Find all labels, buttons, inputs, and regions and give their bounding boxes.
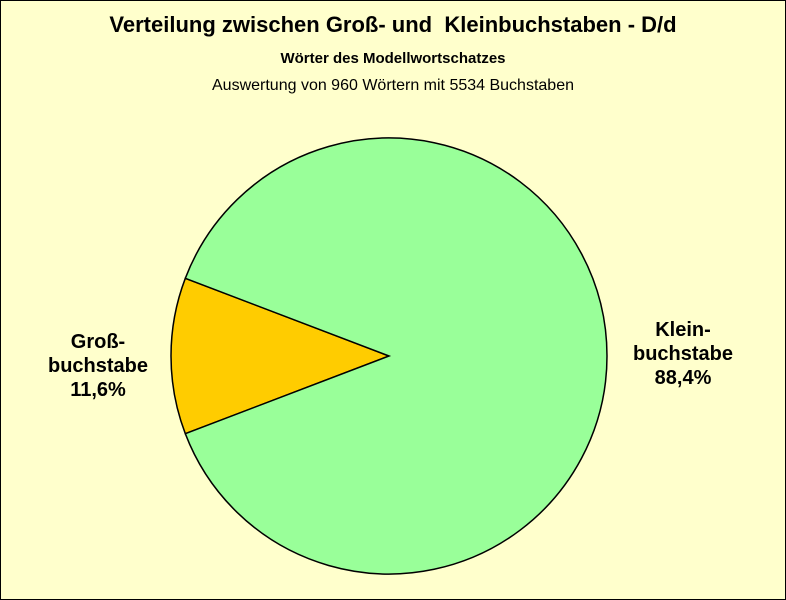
slice-label-line: buchstabe xyxy=(47,355,149,377)
pie-slice-kleinbuchstabe xyxy=(184,137,608,575)
slice-label-line: Groß- xyxy=(70,331,126,353)
slice-percent-label: 11,6% xyxy=(70,379,126,401)
chart-title: Verteilung zwischen Groß- und Kleinbuchs… xyxy=(109,12,677,37)
slice-label-kleinbuchstabe: Klein- buchstabe 88,4% xyxy=(608,318,758,390)
pie-slice-grossbuchstabe xyxy=(170,277,392,435)
chart-caption: Auswertung von 960 Wörtern mit 5534 Buch… xyxy=(212,77,574,94)
chart-subtitle: Wörter des Modellwortschatzes xyxy=(280,50,506,67)
slice-label-line: Klein- xyxy=(655,319,711,341)
slice-label-grossbuchstabe: Groß- buchstabe 11,6% xyxy=(28,330,168,402)
slice-percent-label: 88,4% xyxy=(654,367,712,389)
slice-label-line: buchstabe xyxy=(632,343,734,365)
